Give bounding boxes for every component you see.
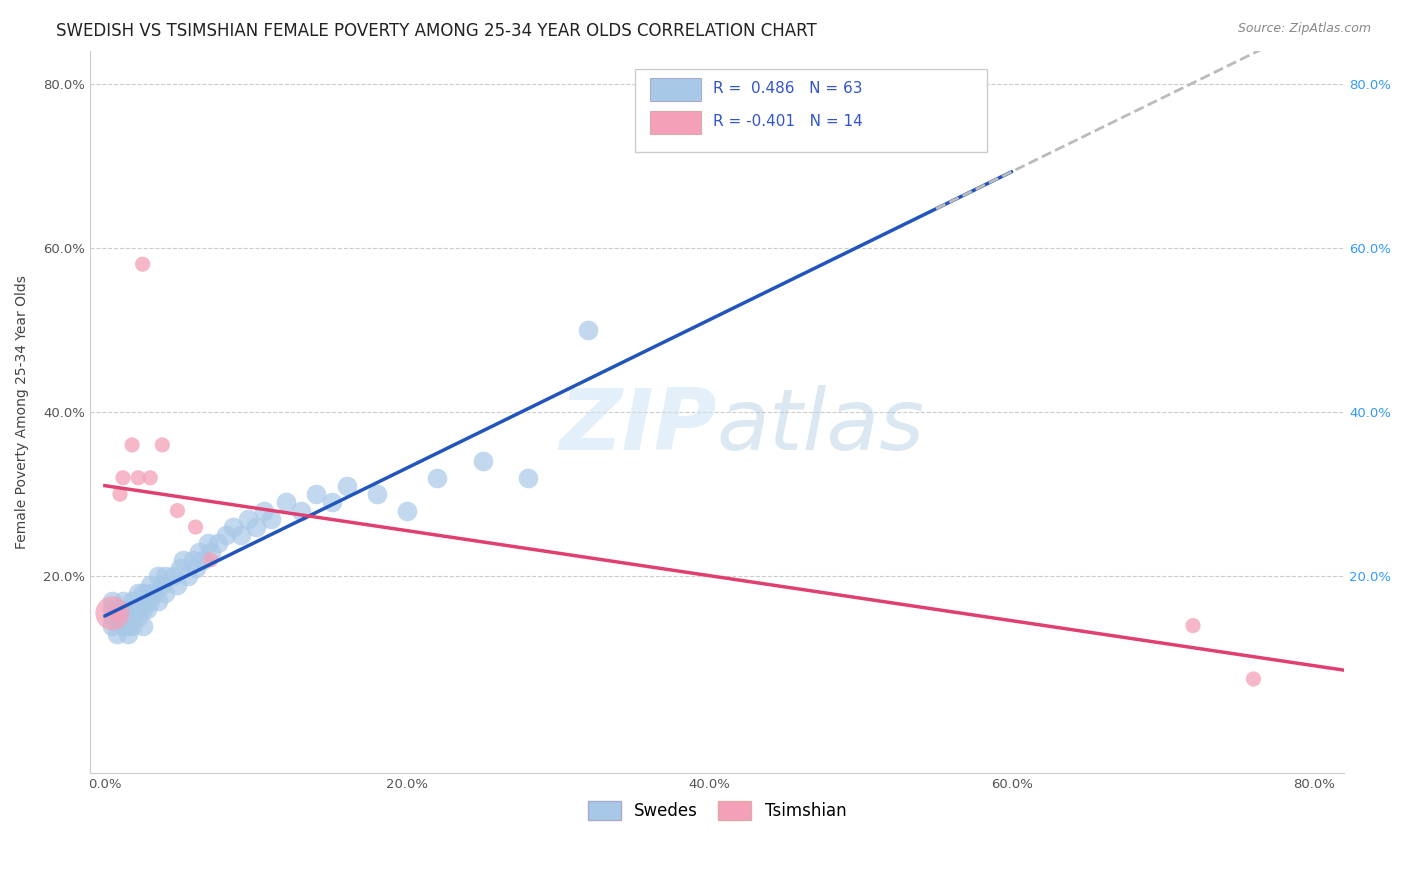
Point <box>127 471 149 485</box>
FancyBboxPatch shape <box>651 78 700 102</box>
Point <box>177 569 200 583</box>
Point <box>101 610 124 624</box>
Point <box>111 594 134 608</box>
FancyBboxPatch shape <box>651 111 700 134</box>
Point <box>117 627 139 641</box>
Point <box>131 257 153 271</box>
Legend: Swedes, Tsimshian: Swedes, Tsimshian <box>581 794 853 827</box>
Point <box>155 569 177 583</box>
Point <box>578 323 600 337</box>
Y-axis label: Female Poverty Among 25-34 Year Olds: Female Poverty Among 25-34 Year Olds <box>15 275 30 549</box>
Point <box>121 438 143 452</box>
Point <box>260 512 283 526</box>
Point <box>131 618 153 632</box>
Point <box>222 520 245 534</box>
Point <box>101 618 124 632</box>
Point <box>229 528 252 542</box>
Point <box>146 569 169 583</box>
Point <box>121 618 143 632</box>
Point <box>184 520 207 534</box>
Point <box>426 471 449 485</box>
Point <box>336 479 359 493</box>
Point <box>131 602 153 616</box>
Point <box>101 594 124 608</box>
Point <box>111 471 134 485</box>
Point <box>139 594 162 608</box>
Point <box>200 553 222 567</box>
Point <box>238 512 260 526</box>
Point <box>136 586 159 600</box>
Point <box>150 438 173 452</box>
Point <box>166 577 188 591</box>
Point <box>305 487 328 501</box>
Point <box>105 602 128 616</box>
Point <box>117 602 139 616</box>
Point <box>517 471 540 485</box>
Point <box>101 602 124 616</box>
Point <box>181 553 204 567</box>
Point <box>127 586 149 600</box>
Text: R =  0.486   N = 63: R = 0.486 N = 63 <box>713 81 863 96</box>
Point <box>162 569 184 583</box>
Point <box>121 602 143 616</box>
Point <box>150 577 173 591</box>
Point <box>146 594 169 608</box>
Point <box>105 627 128 641</box>
Point <box>127 602 149 616</box>
Point <box>1182 618 1205 632</box>
Point <box>155 586 177 600</box>
Point <box>184 561 207 575</box>
Point <box>131 586 153 600</box>
Point <box>396 503 419 517</box>
Point <box>200 544 222 558</box>
Point <box>121 610 143 624</box>
Point <box>166 503 188 517</box>
Point <box>252 503 274 517</box>
Point <box>105 607 128 621</box>
Point <box>117 618 139 632</box>
Point <box>111 610 134 624</box>
Point <box>207 536 229 550</box>
Point <box>215 528 238 542</box>
Point <box>169 561 191 575</box>
Point <box>139 577 162 591</box>
Point <box>127 610 149 624</box>
Point <box>187 544 209 558</box>
Point <box>197 536 219 550</box>
Point <box>142 586 165 600</box>
Text: ZIP: ZIP <box>560 385 717 468</box>
FancyBboxPatch shape <box>636 69 987 152</box>
Point <box>245 520 267 534</box>
Text: atlas: atlas <box>717 385 925 468</box>
Point <box>290 503 312 517</box>
Point <box>366 487 388 501</box>
Point <box>172 553 194 567</box>
Point <box>139 471 162 485</box>
Point <box>191 553 214 567</box>
Point <box>121 594 143 608</box>
Point <box>105 610 128 624</box>
Point <box>111 618 134 632</box>
Point <box>1243 672 1265 686</box>
Point <box>276 495 298 509</box>
Text: Source: ZipAtlas.com: Source: ZipAtlas.com <box>1237 22 1371 36</box>
Point <box>321 495 343 509</box>
Text: R = -0.401   N = 14: R = -0.401 N = 14 <box>713 114 863 129</box>
Point <box>108 487 131 501</box>
Point <box>101 607 124 621</box>
Point <box>136 602 159 616</box>
Point <box>471 454 494 468</box>
Text: SWEDISH VS TSIMSHIAN FEMALE POVERTY AMONG 25-34 YEAR OLDS CORRELATION CHART: SWEDISH VS TSIMSHIAN FEMALE POVERTY AMON… <box>56 22 817 40</box>
